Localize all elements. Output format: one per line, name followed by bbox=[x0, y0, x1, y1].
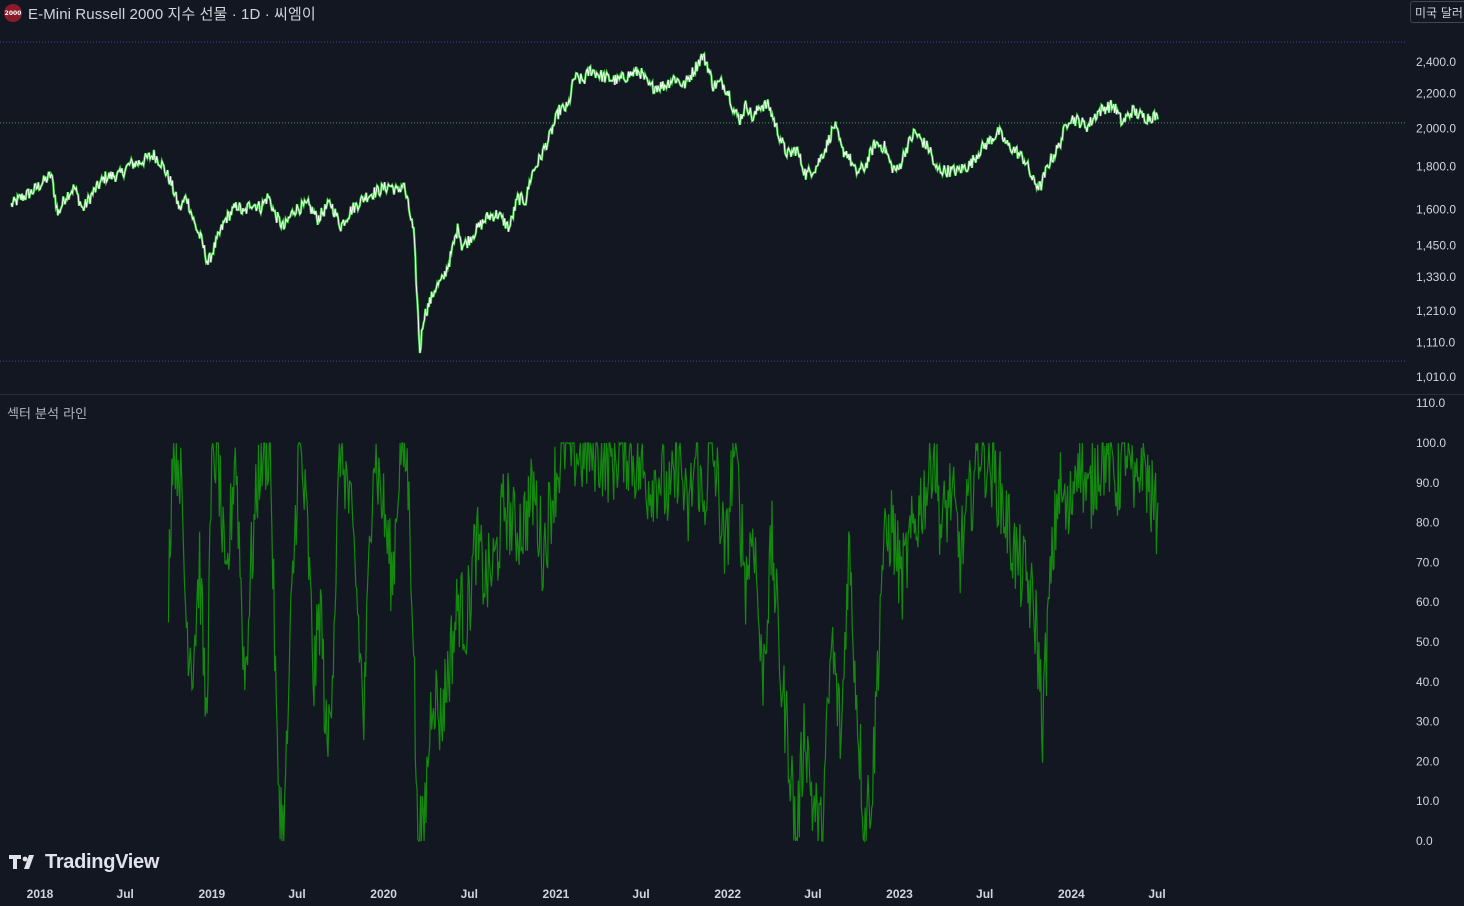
indicator-axis-tick-label: 90.0 bbox=[1416, 476, 1440, 490]
time-axis-tick-label: 2020 bbox=[370, 887, 397, 901]
pane-separator[interactable] bbox=[0, 394, 1464, 395]
time-axis-tick-label: 2018 bbox=[27, 887, 54, 901]
indicator-label[interactable]: 섹터 분석 라인 bbox=[7, 407, 88, 422]
price-reference-lines bbox=[0, 41, 1405, 362]
time-axis-tick-label: Jul bbox=[461, 887, 478, 901]
tradingview-logo-icon bbox=[9, 855, 34, 869]
price-axis-tick-label: 2,000.0 bbox=[1416, 121, 1456, 135]
time-axis-tick-label: Jul bbox=[117, 887, 134, 901]
time-axis-tick-label: Jul bbox=[288, 887, 305, 901]
indicator-axis-tick-label: 80.0 bbox=[1416, 516, 1440, 530]
tradingview-logo-text: TradingView bbox=[45, 850, 160, 873]
chart-header: 2000 E-Mini Russell 2000 지수 선물 · 1D · 씨엠… bbox=[4, 2, 316, 24]
price-axis[interactable]: 2,400.0 2,200.0 2,000.0 1,800.0 1,600.0 1,450… bbox=[1416, 55, 1456, 384]
price-axis-tick-label: 2,400.0 bbox=[1416, 55, 1456, 69]
time-axis-tick-label: Jul bbox=[632, 887, 649, 901]
price-axis-tick-label: 1,600.0 bbox=[1416, 203, 1456, 217]
indicator-axis-tick-label: 20.0 bbox=[1416, 754, 1440, 768]
indicator-axis-tick-label: 10.0 bbox=[1416, 794, 1440, 808]
indicator-series-line[interactable] bbox=[167, 440, 1159, 844]
price-axis-tick-label: 2,200.0 bbox=[1416, 87, 1456, 101]
symbol-logo-icon: 2000 bbox=[4, 4, 22, 22]
price-axis-tick-label: 1,110.0 bbox=[1416, 336, 1455, 350]
time-axis-tick-label: Jul bbox=[804, 887, 821, 901]
chart-title[interactable]: E-Mini Russell 2000 지수 선물 · 1D · 씨엠이 bbox=[28, 5, 316, 23]
time-axis-tick-label: 2021 bbox=[543, 887, 570, 901]
indicator-axis-tick-label: 70.0 bbox=[1416, 555, 1440, 569]
indicator-axis-tick-label: 40.0 bbox=[1416, 675, 1440, 689]
indicator-pane[interactable] bbox=[167, 440, 1159, 844]
time-axis-tick-label: 2019 bbox=[198, 887, 225, 901]
indicator-axis-tick-label: 110.0 bbox=[1416, 396, 1445, 410]
price-axis-tick-label: 1,330.0 bbox=[1416, 270, 1456, 284]
time-axis-tick-label: 2023 bbox=[886, 887, 913, 901]
price-axis-tick-label: 1,210.0 bbox=[1416, 304, 1456, 318]
price-series-highlight bbox=[10, 51, 1160, 354]
time-axis-tick-label: 2024 bbox=[1058, 887, 1085, 901]
indicator-axis[interactable]: 110.0 100.0 90.0 80.0 70.0 60.0 50.0 40.0 30.0 20… bbox=[1416, 396, 1446, 848]
price-axis-tick-label: 1,010.0 bbox=[1416, 370, 1456, 384]
indicator-axis-tick-label: 30.0 bbox=[1416, 715, 1440, 729]
time-axis-tick-label: Jul bbox=[976, 887, 993, 901]
price-axis-tick-label: 1,800.0 bbox=[1416, 160, 1456, 174]
price-series-line[interactable] bbox=[10, 52, 1159, 354]
price-pane[interactable] bbox=[10, 51, 1160, 354]
indicator-axis-tick-label: 0.0 bbox=[1416, 834, 1433, 848]
indicator-axis-tick-label: 100.0 bbox=[1416, 436, 1446, 450]
currency-button[interactable]: 미국 달러 bbox=[1410, 1, 1464, 23]
time-axis-tick-label: 2022 bbox=[714, 887, 741, 901]
indicator-axis-tick-label: 50.0 bbox=[1416, 635, 1440, 649]
tradingview-branding[interactable]: TradingView bbox=[9, 849, 159, 875]
time-axis-tick-label: Jul bbox=[1148, 887, 1165, 901]
indicator-axis-tick-label: 60.0 bbox=[1416, 595, 1440, 609]
time-axis[interactable]: 2018 Jul 2019 Jul 2020 Jul 2021 Jul 2022 Jul 2023 J… bbox=[27, 887, 1166, 901]
price-axis-tick-label: 1,450.0 bbox=[1416, 238, 1456, 252]
